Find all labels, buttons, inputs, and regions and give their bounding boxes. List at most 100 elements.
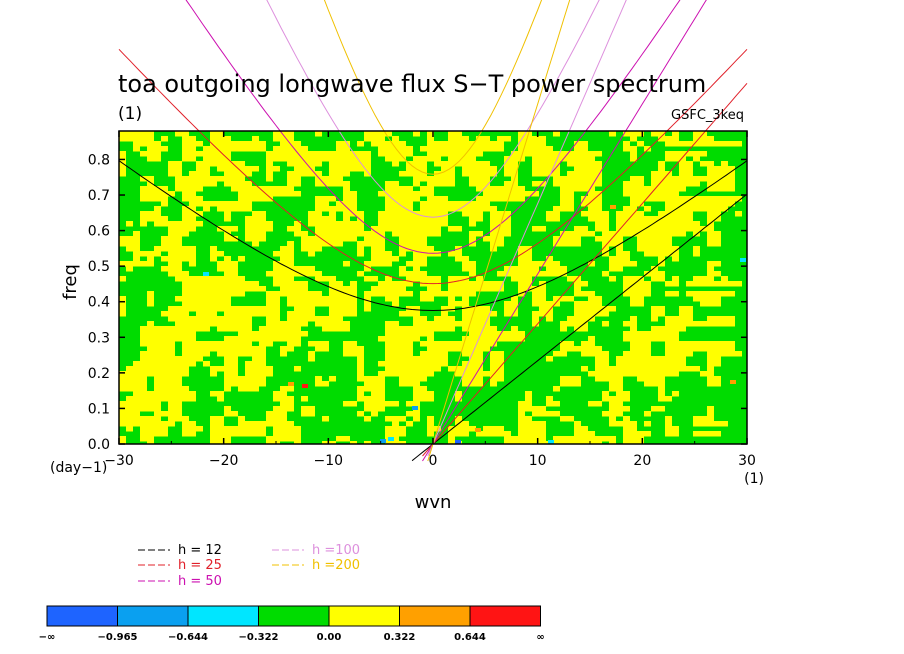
field-cell-positive: [707, 376, 721, 382]
field-cell-positive: [658, 211, 693, 217]
field-cell-positive: [343, 261, 350, 267]
field-cell-positive: [357, 366, 364, 372]
field-cell-positive: [175, 181, 217, 187]
field-cell-positive: [126, 366, 189, 372]
field-cell-positive: [707, 181, 735, 187]
field-cell-positive: [553, 206, 574, 212]
field-cell-positive: [427, 336, 434, 342]
field-cell-positive: [119, 371, 189, 377]
field-cell-positive: [462, 326, 497, 332]
field-cell-positive: [707, 271, 721, 277]
field-cell-positive: [462, 296, 469, 302]
field-cell-positive: [651, 276, 665, 282]
field-cell-positive: [280, 351, 287, 357]
field-cell-positive: [406, 161, 427, 167]
colorbar-segment: [258, 605, 330, 627]
field-cell-positive: [140, 216, 168, 222]
field-cell-positive: [595, 226, 609, 232]
field-cell-positive: [273, 281, 308, 287]
dispersion-curves: [118, 0, 748, 462]
field-cell-positive: [504, 266, 539, 272]
field-cell-positive: [203, 146, 266, 152]
field-cell-positive: [518, 146, 553, 152]
colorbar-segment: [469, 605, 541, 627]
field-cell-positive: [399, 251, 406, 257]
y-tick-label: 0.3: [88, 330, 110, 346]
field-cell-positive: [504, 311, 518, 317]
field-cell-positive: [609, 266, 623, 272]
field-cell-positive: [574, 141, 588, 147]
field-cell-positive: [651, 181, 700, 187]
field-cell-positive: [462, 261, 476, 267]
field-cell-positive: [175, 321, 252, 327]
field-cell-positive: [343, 351, 364, 357]
field-cell-positive: [343, 401, 357, 407]
field-cell-positive: [623, 431, 651, 437]
field-cell-positive: [504, 171, 518, 177]
field-cell-positive: [385, 431, 406, 437]
field-cell-positive: [266, 441, 280, 444]
field-cell-positive: [252, 241, 259, 247]
field-cell-positive: [140, 221, 147, 227]
field-cell-positive: [623, 331, 679, 337]
field-cell-positive: [448, 301, 469, 307]
field-cell-positive: [518, 421, 546, 427]
field-cell-positive: [623, 336, 679, 342]
y-tick-label: 0.5: [88, 259, 110, 275]
field-cell-positive: [707, 171, 735, 177]
field-cell-positive: [665, 316, 693, 322]
field-cell-positive: [665, 291, 679, 297]
field-cell-positive: [147, 291, 154, 297]
field-cell-positive: [665, 281, 679, 287]
colorbar-segment: [399, 605, 471, 627]
field-cell-positive: [623, 281, 651, 287]
field-cell-positive: [616, 251, 630, 257]
field-cell-positive: [224, 211, 231, 217]
field-cell-positive: [518, 246, 532, 252]
field-cell-positive: [371, 256, 399, 262]
field-cell-positive: [672, 131, 679, 137]
field-cell-positive: [364, 291, 413, 297]
field-cell-positive: [210, 371, 217, 377]
field-cell-positive: [161, 241, 182, 247]
field-cell-positive: [287, 171, 322, 177]
field-cell-positive: [182, 196, 203, 202]
field-cell-positive: [637, 241, 672, 247]
field-cell-positive: [210, 256, 217, 262]
field-cell-positive: [588, 371, 679, 377]
field-cell-positive: [693, 421, 728, 427]
field-cell-positive: [140, 356, 203, 362]
field-cell-positive: [553, 351, 567, 357]
field-cell-positive: [182, 286, 266, 292]
field-cell-positive: [378, 336, 420, 342]
field-cell-positive: [651, 266, 658, 272]
field-cell-positive: [364, 136, 385, 142]
field-cell-positive: [357, 396, 385, 402]
field-cell-positive: [161, 311, 189, 317]
field-cell-positive: [665, 421, 672, 427]
field-cell-positive: [168, 161, 182, 167]
field-cell-positive: [553, 296, 574, 302]
field-cell-positive: [560, 326, 567, 332]
field-cell-positive: [329, 166, 371, 172]
field-cell-positive: [609, 256, 630, 262]
field-cell-positive: [266, 161, 273, 167]
field-cell-positive: [119, 386, 147, 392]
field-cell-positive: [182, 191, 196, 197]
spectrum-field: [119, 131, 747, 444]
field-cell-positive: [651, 171, 672, 177]
field-cell-positive: [189, 261, 196, 267]
field-cell-positive: [294, 306, 315, 312]
field-cell-positive: [119, 276, 126, 282]
field-cell-positive: [609, 276, 616, 282]
field-cell-positive: [665, 156, 686, 162]
field-cell-positive: [658, 391, 665, 397]
field-cell-positive: [385, 181, 399, 187]
field-cell-positive: [357, 391, 364, 397]
field-cell-positive: [413, 386, 427, 392]
field-cell-positive: [441, 311, 448, 317]
field-cell-positive: [532, 166, 560, 172]
field-cell-positive: [448, 426, 476, 432]
field-cell-positive: [651, 306, 665, 312]
field-cell-positive: [119, 166, 126, 172]
